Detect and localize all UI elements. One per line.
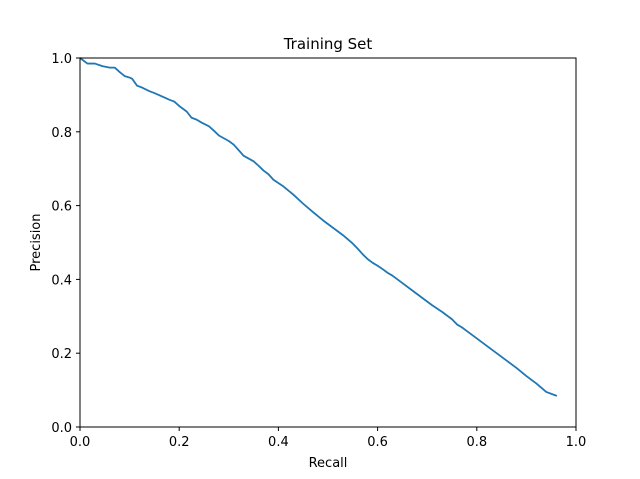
x-tick-label: 0.8	[466, 435, 487, 450]
x-tick-label: 0.0	[70, 435, 91, 450]
y-tick-label: 0.0	[51, 421, 72, 436]
x-tick-label: 0.6	[367, 435, 388, 450]
y-tick-label: 0.6	[51, 200, 72, 215]
ticks-layer: 0.0 0.2 0.4 0.6 0.8 1.0 0.0 0.2 0.4 0.6 0.8 1.0	[51, 52, 586, 450]
chart-title: Training Set	[283, 35, 373, 53]
y-tick-label: 0.4	[51, 273, 72, 288]
y-tick-label: 1.0	[51, 52, 72, 67]
y-axis-label: Precision	[29, 213, 44, 271]
x-axis-label: Recall	[309, 456, 348, 471]
x-tick-label: 1.0	[566, 435, 587, 450]
x-tick-label: 0.4	[268, 435, 289, 450]
y-tick-label: 0.2	[51, 347, 72, 362]
plot-area	[80, 58, 576, 427]
series-layer	[79, 57, 558, 397]
precision-recall-line	[79, 57, 558, 397]
x-tick-label: 0.2	[169, 435, 190, 450]
plot-frame	[79, 57, 577, 428]
y-tick-label: 0.8	[51, 126, 72, 141]
